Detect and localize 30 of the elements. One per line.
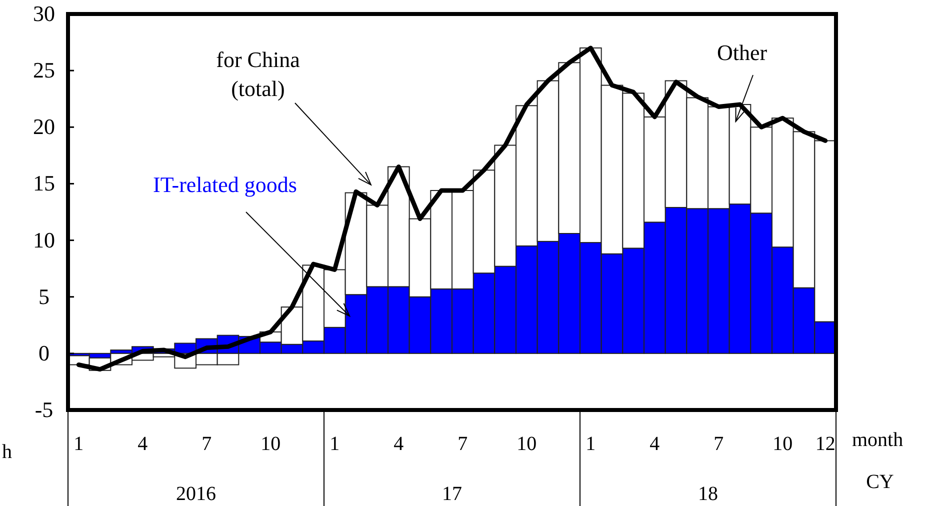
x-tick-label: 10 [516, 433, 537, 455]
x-tick-label: 10 [772, 433, 793, 455]
x-tick-label: 1 [586, 433, 596, 455]
x-tick-label: 12 [815, 433, 836, 455]
text: for China (total) [216, 47, 300, 101]
text: 18 [698, 483, 718, 505]
x-tick-label: 4 [138, 433, 148, 455]
y-tick-label: 15 [33, 170, 55, 196]
y-tick-label: 5 [38, 284, 50, 309]
y-tick-label: 25 [33, 58, 55, 83]
text: 2016 [176, 483, 216, 505]
x-tick-label: 4 [394, 433, 404, 455]
x-tick-label: 10 [260, 433, 281, 455]
x-tick-label: 1 [330, 433, 340, 455]
series-label: Other [716, 40, 768, 65]
text: 17 [442, 483, 462, 505]
x-tick-label: 7 [458, 433, 468, 455]
text: IT-related goods [153, 172, 297, 197]
y-tick-label: 20 [33, 114, 55, 140]
x-tick-label: 7 [714, 433, 724, 455]
y-tick-label: 0 [38, 340, 50, 366]
x-tick-label: 7 [202, 433, 212, 455]
y-tick-label: 10 [33, 227, 55, 252]
x-tick-label: 1 [74, 433, 84, 455]
text: CY [866, 471, 894, 493]
x-tick-label: 4 [650, 433, 660, 455]
y-tick-label: 30 [33, 1, 55, 26]
text: h [2, 441, 12, 463]
text: month [852, 429, 904, 451]
y-tick-label: -5 [34, 397, 54, 422]
